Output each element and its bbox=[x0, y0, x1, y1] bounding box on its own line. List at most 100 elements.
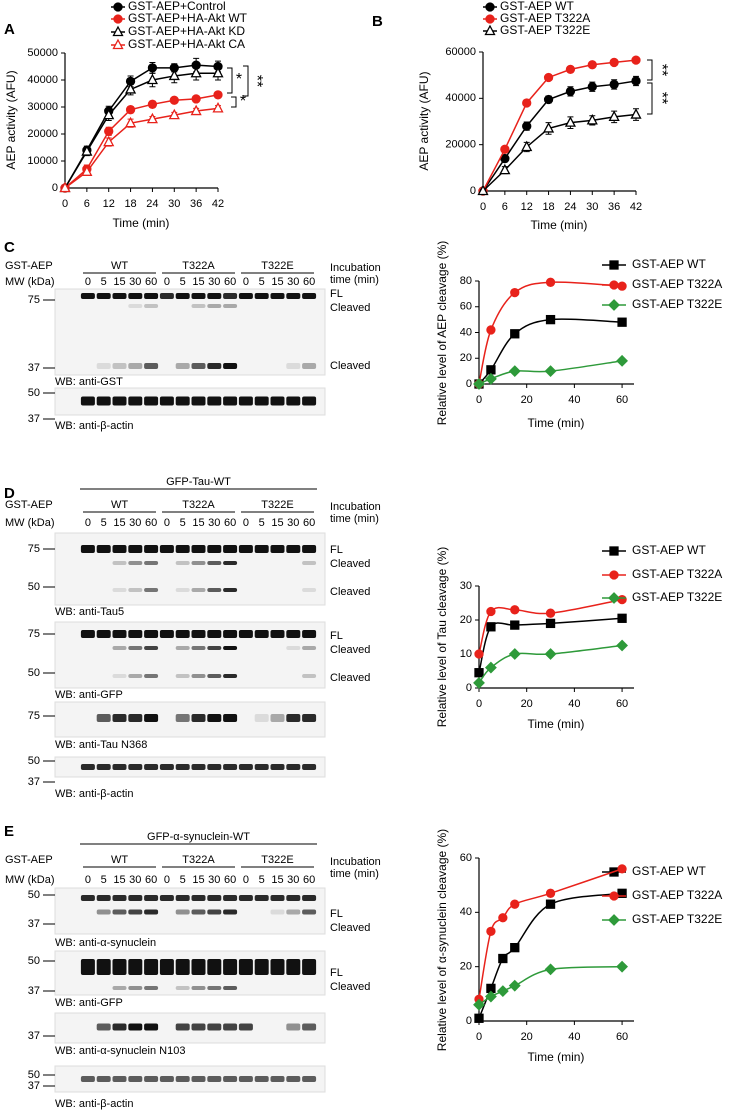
mw-marker: 50 bbox=[28, 1069, 40, 1081]
blot-band bbox=[175, 986, 190, 990]
data-point bbox=[510, 329, 520, 339]
data-point bbox=[147, 63, 158, 73]
time-label: 5 bbox=[180, 276, 186, 288]
data-point bbox=[609, 57, 619, 68]
blot-band bbox=[159, 895, 174, 901]
legend-label: GST-AEP T322A bbox=[500, 11, 590, 25]
y-tick-label: 10000 bbox=[27, 155, 58, 167]
legend-label: GST-AEP+HA-Akt KD bbox=[128, 24, 245, 38]
blot-band bbox=[128, 630, 143, 638]
group-label: T322E bbox=[261, 499, 293, 511]
panel-label: E bbox=[4, 823, 14, 840]
blot-band bbox=[223, 630, 238, 638]
blot-strip bbox=[54, 887, 326, 935]
blot-band bbox=[191, 714, 206, 722]
blot-band bbox=[238, 959, 253, 975]
time-label: 30 bbox=[287, 517, 299, 529]
blot-band bbox=[207, 363, 222, 369]
legend-marker bbox=[609, 280, 619, 290]
time-label: 5 bbox=[101, 874, 107, 886]
blot-band bbox=[286, 714, 301, 722]
blot-band bbox=[144, 545, 159, 553]
blot-band bbox=[270, 630, 285, 638]
blot-band bbox=[128, 1076, 143, 1082]
band-label: FL bbox=[330, 544, 343, 556]
blot-strip bbox=[54, 532, 326, 606]
blot-band bbox=[302, 545, 317, 553]
antibody-label: WB: anti-β-actin bbox=[55, 788, 133, 800]
band-label: Cleaved bbox=[330, 922, 370, 934]
time-label: 15 bbox=[192, 517, 204, 529]
data-point bbox=[473, 998, 485, 1011]
y-axis-label: AEP activity (AFU) bbox=[417, 71, 431, 170]
legend-marker bbox=[484, 24, 496, 36]
blot-band bbox=[223, 1023, 238, 1031]
blot-band bbox=[144, 959, 159, 975]
antibody-label: WB: anti-α-synuclein bbox=[55, 937, 156, 949]
group-label: T322E bbox=[261, 260, 293, 272]
data-point bbox=[212, 101, 224, 113]
legend-marker bbox=[112, 38, 124, 50]
blot-band bbox=[238, 764, 253, 770]
time-label: 15 bbox=[271, 276, 283, 288]
blot-band bbox=[159, 293, 174, 299]
blot-band bbox=[144, 764, 159, 770]
x-tick-label: 30 bbox=[168, 198, 180, 210]
legend-label: GST-AEP WT bbox=[632, 864, 706, 878]
blot-band bbox=[159, 959, 174, 975]
data-point bbox=[545, 277, 556, 287]
blot-band bbox=[112, 545, 127, 553]
time-label: 60 bbox=[303, 276, 315, 288]
series-line bbox=[64, 72, 218, 189]
incubation-label: Incubation bbox=[330, 262, 381, 274]
significance-bracket bbox=[231, 96, 237, 108]
y-tick-label: 0 bbox=[466, 682, 472, 694]
time-label: 30 bbox=[287, 874, 299, 886]
legend-label: GST-AEP WT bbox=[500, 0, 574, 13]
y-tick-label: 0 bbox=[466, 1015, 472, 1027]
data-point bbox=[477, 184, 489, 196]
group-label: T322A bbox=[182, 499, 215, 511]
time-label: 30 bbox=[129, 874, 141, 886]
blot-band bbox=[191, 363, 206, 369]
blot-band bbox=[207, 909, 222, 915]
mw-marker: 75 bbox=[28, 628, 40, 640]
blot-band bbox=[80, 764, 95, 770]
band-label: Cleaved bbox=[330, 360, 370, 372]
legend-marker bbox=[608, 914, 620, 926]
time-label: 0 bbox=[164, 276, 170, 288]
blot-band bbox=[191, 545, 206, 553]
significance-label: * bbox=[236, 71, 242, 88]
blot-band bbox=[207, 674, 222, 678]
data-point bbox=[125, 105, 136, 115]
time-label: 5 bbox=[259, 517, 265, 529]
x-tick-label: 40 bbox=[568, 698, 580, 710]
y-tick-label: 20000 bbox=[27, 128, 58, 140]
data-point bbox=[103, 135, 115, 147]
x-tick-label: 20 bbox=[521, 1031, 533, 1043]
blot-band bbox=[144, 674, 159, 678]
group-label: WT bbox=[111, 854, 128, 866]
blot-strip bbox=[54, 1012, 326, 1044]
x-tick-label: 36 bbox=[608, 201, 620, 213]
data-point bbox=[617, 281, 627, 291]
blot-band bbox=[207, 714, 222, 722]
blot-band bbox=[286, 545, 301, 553]
blot-band bbox=[238, 545, 253, 553]
mw-marker: 75 bbox=[28, 294, 40, 306]
blot-band bbox=[191, 396, 206, 406]
blot-band bbox=[207, 959, 222, 975]
band-label: Cleaved bbox=[330, 586, 370, 598]
mw-label: MW (kDa) bbox=[5, 517, 55, 529]
blot-band bbox=[175, 714, 190, 722]
x-tick-label: 0 bbox=[476, 1031, 482, 1043]
blot-band bbox=[302, 1076, 317, 1082]
antibody-label: WB: anti-GST bbox=[55, 376, 123, 388]
data-point bbox=[81, 145, 93, 156]
data-point bbox=[545, 314, 556, 325]
data-point bbox=[124, 116, 137, 128]
data-point bbox=[542, 122, 555, 133]
incubation-label: Incubation bbox=[330, 856, 381, 868]
blot-band bbox=[286, 1023, 301, 1031]
data-point bbox=[587, 82, 597, 92]
